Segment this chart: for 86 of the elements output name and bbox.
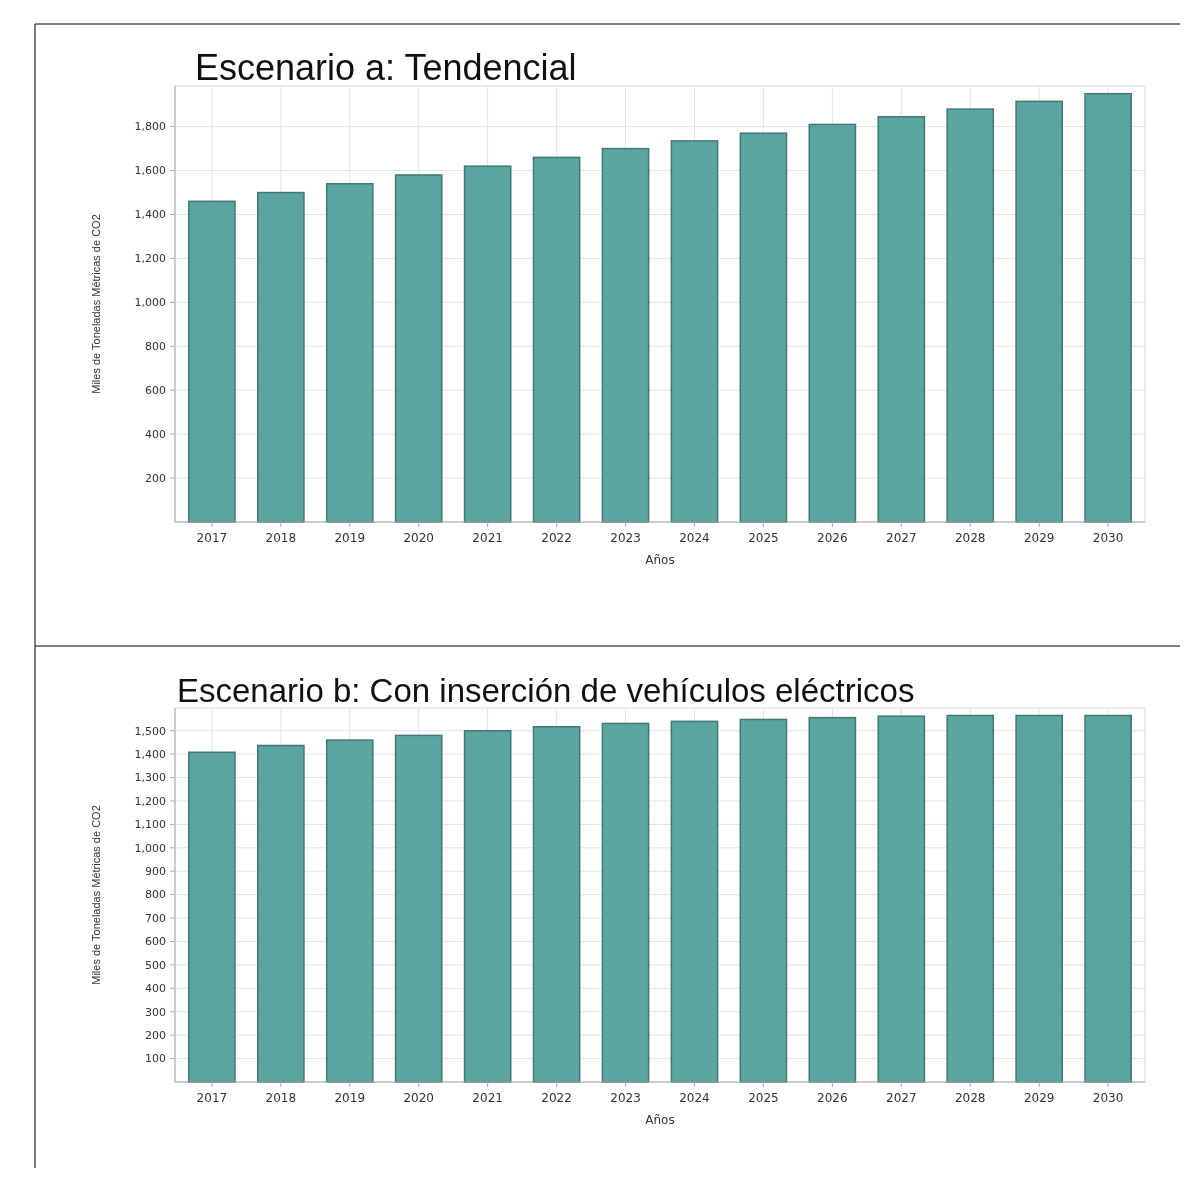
bar <box>188 200 236 523</box>
x-tick-label: 2030 <box>1092 1091 1124 1105</box>
chart-title: Escenario a: Tendencial <box>195 47 577 88</box>
bar <box>1084 92 1132 523</box>
y-tick-label: 100 <box>145 1052 166 1066</box>
x-tick-label: 2022 <box>541 531 572 545</box>
y-tick-label: 1,300 <box>134 771 166 785</box>
x-tick-label: 2029 <box>1023 1091 1055 1105</box>
bar <box>325 739 374 1083</box>
bar <box>1084 714 1132 1083</box>
bar <box>808 123 857 523</box>
y-tick-label: 800 <box>145 888 166 902</box>
x-tick-label: 2018 <box>265 531 297 545</box>
y-axis-title: Miles de Toneladas Métricas de CO2 <box>90 214 102 394</box>
y-tick-label: 1,400 <box>134 747 166 761</box>
x-tick-label: 2022 <box>541 1091 572 1105</box>
y-tick-label: 300 <box>145 1005 166 1019</box>
y-tick-label: 1,800 <box>134 120 166 134</box>
x-axis-title: Años <box>645 553 675 567</box>
bar <box>808 716 857 1083</box>
x-tick-label: 2028 <box>954 1091 986 1105</box>
y-tick-label: 1,100 <box>134 818 166 832</box>
x-tick-label: 2023 <box>610 1091 641 1105</box>
bar <box>325 182 374 523</box>
y-tick-label: 1,000 <box>134 841 166 855</box>
x-tick-label: 2026 <box>817 1091 848 1105</box>
bar <box>601 722 650 1083</box>
y-tick-label: 1,400 <box>134 208 166 222</box>
y-tick-label: 200 <box>145 1029 166 1043</box>
y-axis-title: Miles de Toneladas Métricas de CO2 <box>90 805 102 985</box>
x-tick-label: 2030 <box>1092 531 1124 545</box>
x-tick-label: 2023 <box>610 531 641 545</box>
x-tick-label: 2020 <box>403 1091 434 1105</box>
y-tick-label: 200 <box>145 471 166 485</box>
x-tick-label: 2025 <box>748 531 779 545</box>
y-tick-label: 1,000 <box>134 296 166 310</box>
bar <box>1015 714 1064 1083</box>
y-tick-label: 400 <box>145 982 166 996</box>
bar <box>532 725 581 1083</box>
bar <box>946 108 995 523</box>
x-tick-label: 2019 <box>334 531 366 545</box>
x-tick-label: 2021 <box>472 531 503 545</box>
bar <box>463 729 512 1083</box>
chart-title: Escenario b: Con inserción de vehículos eléctricos <box>177 672 915 709</box>
y-tick-label: 900 <box>145 865 166 879</box>
bar <box>877 116 926 523</box>
x-tick-label: 2028 <box>954 531 986 545</box>
y-tick-label: 600 <box>145 935 166 949</box>
x-tick-label: 2019 <box>334 1091 366 1105</box>
bar <box>670 720 719 1083</box>
x-tick-label: 2017 <box>196 531 228 545</box>
bar <box>739 132 788 523</box>
x-tick-label: 2018 <box>265 1091 297 1105</box>
x-tick-label: 2027 <box>886 1091 917 1105</box>
bar <box>946 714 995 1083</box>
x-tick-label: 2017 <box>196 1091 228 1105</box>
x-tick-label: 2024 <box>679 1091 710 1105</box>
y-tick-label: 700 <box>145 911 166 925</box>
x-tick-label: 2021 <box>472 1091 503 1105</box>
bar <box>394 174 443 523</box>
bar <box>601 147 650 523</box>
x-tick-label: 2026 <box>817 531 848 545</box>
bar <box>532 156 581 523</box>
x-tick-label: 2029 <box>1023 531 1055 545</box>
bar <box>188 751 236 1083</box>
y-tick-label: 1,200 <box>134 252 166 266</box>
y-tick-label: 500 <box>145 958 166 972</box>
y-tick-label: 400 <box>145 427 166 441</box>
y-tick-label: 600 <box>145 384 166 398</box>
bar <box>463 165 512 523</box>
y-tick-label: 800 <box>145 340 166 354</box>
x-tick-label: 2025 <box>748 1091 779 1105</box>
y-tick-label: 1,600 <box>134 164 166 178</box>
x-axis-title: Años <box>645 1113 675 1127</box>
bar <box>739 718 788 1083</box>
y-tick-label: 1,500 <box>134 724 166 738</box>
bar <box>256 191 305 523</box>
bar <box>1015 100 1064 523</box>
x-tick-label: 2027 <box>886 531 917 545</box>
x-tick-label: 2024 <box>679 531 710 545</box>
y-tick-label: 1,200 <box>134 794 166 808</box>
bar <box>394 734 443 1083</box>
x-tick-label: 2020 <box>403 531 434 545</box>
bar <box>670 140 719 523</box>
bar <box>877 715 926 1083</box>
bar <box>256 744 305 1083</box>
